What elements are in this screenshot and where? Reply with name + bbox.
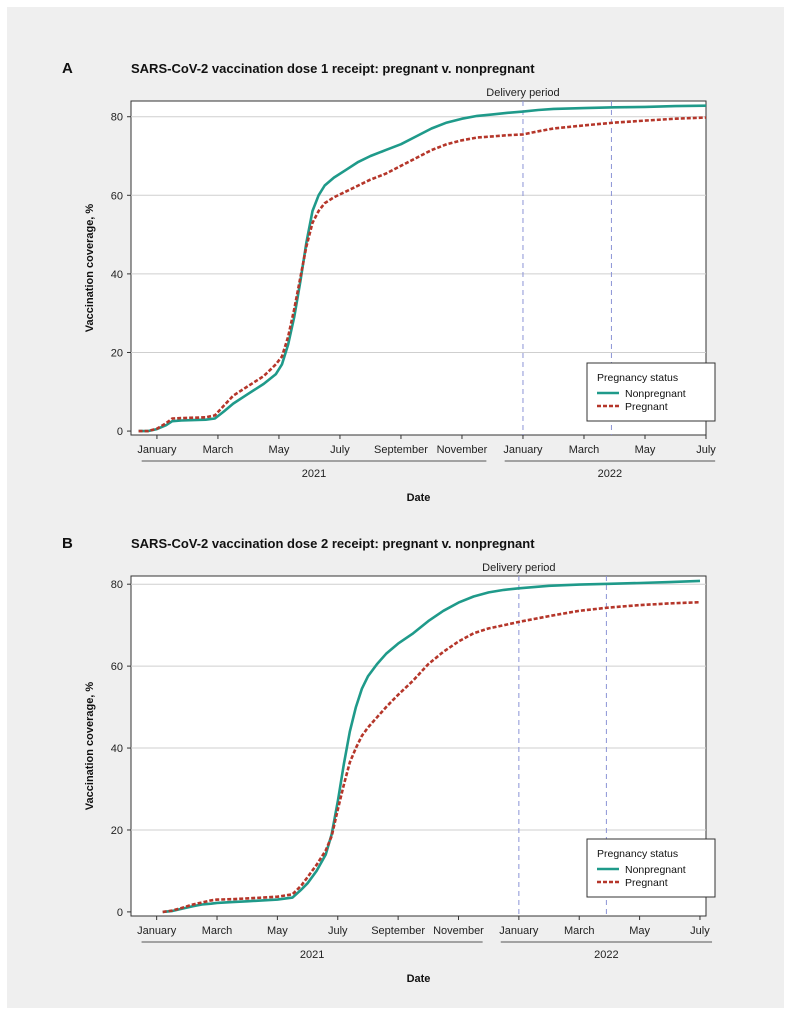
- y-tick-label: 40: [111, 269, 123, 281]
- chart-panel-b: B SARS-CoV-2 vaccination dose 2 receipt: …: [62, 535, 716, 985]
- y-tick-label: 0: [117, 426, 123, 438]
- year-group-label: 2022: [598, 468, 622, 480]
- x-tick-label: July: [328, 925, 348, 937]
- legend-item-nonpregnant: Nonpregnant: [625, 864, 686, 876]
- x-tick-label: March: [564, 925, 595, 937]
- x-tick-label: January: [503, 444, 543, 456]
- x-tick-label: September: [374, 444, 428, 456]
- x-tick-label: May: [269, 444, 290, 456]
- series-line-nonpregnant: [138, 104, 707, 433]
- figure-svg: A SARS-CoV-2 vaccination dose 1 receipt: …: [62, 60, 716, 985]
- x-tick-label: March: [202, 925, 233, 937]
- delivery-period-label: Delivery period: [486, 87, 559, 99]
- legend-title: Pregnancy status: [597, 848, 678, 860]
- x-tick-label: September: [371, 925, 425, 937]
- chart-title: SARS-CoV-2 vaccination dose 1 receipt: p…: [131, 61, 535, 76]
- year-group-label: 2021: [302, 468, 326, 480]
- x-tick-label: January: [137, 444, 177, 456]
- y-tick-label: 60: [111, 661, 123, 673]
- year-group-label: 2021: [300, 949, 324, 961]
- y-axis-label: Vaccination coverage, %: [84, 204, 96, 333]
- delivery-period-label: Delivery period: [482, 562, 555, 574]
- year-group-label: 2022: [594, 949, 618, 961]
- y-tick-label: 80: [111, 112, 123, 124]
- figure-panel: A SARS-CoV-2 vaccination dose 1 receipt: …: [7, 7, 784, 1008]
- x-tick-label: November: [433, 925, 484, 937]
- legend-item-pregnant: Pregnant: [625, 401, 668, 413]
- x-axis-label: Date: [407, 973, 431, 985]
- y-tick-label: 80: [111, 579, 123, 591]
- x-tick-label: January: [137, 925, 177, 937]
- series-line-nonpregnant: [162, 579, 701, 914]
- legend-item-nonpregnant: Nonpregnant: [625, 388, 686, 400]
- x-tick-label: May: [629, 925, 650, 937]
- chart-title: SARS-CoV-2 vaccination dose 2 receipt: p…: [131, 536, 535, 551]
- y-tick-label: 0: [117, 907, 123, 919]
- x-axis-label: Date: [407, 492, 431, 504]
- series-line-pregnant: [162, 600, 701, 914]
- x-tick-label: July: [330, 444, 350, 456]
- x-tick-label: July: [690, 925, 710, 937]
- x-tick-label: March: [569, 444, 600, 456]
- legend-item-pregnant: Pregnant: [625, 877, 668, 889]
- x-tick-label: May: [267, 925, 288, 937]
- y-tick-label: 20: [111, 825, 123, 837]
- x-tick-label: November: [437, 444, 488, 456]
- legend-title: Pregnancy status: [597, 372, 678, 384]
- series-line-pregnant: [138, 116, 707, 433]
- x-tick-label: May: [635, 444, 656, 456]
- panel-label: B: [62, 535, 73, 552]
- chart-panel-a: A SARS-CoV-2 vaccination dose 1 receipt: …: [62, 60, 716, 504]
- x-tick-label: July: [696, 444, 716, 456]
- panel-label: A: [62, 60, 73, 77]
- y-tick-label: 40: [111, 743, 123, 755]
- x-tick-label: March: [203, 444, 234, 456]
- y-axis-label: Vaccination coverage, %: [84, 682, 96, 811]
- x-tick-label: January: [499, 925, 539, 937]
- y-tick-label: 60: [111, 190, 123, 202]
- y-tick-label: 20: [111, 347, 123, 359]
